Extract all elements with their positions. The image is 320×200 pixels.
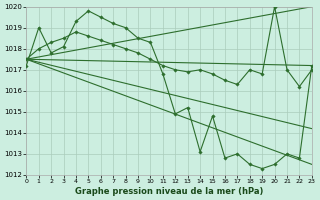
X-axis label: Graphe pression niveau de la mer (hPa): Graphe pression niveau de la mer (hPa) <box>75 187 263 196</box>
